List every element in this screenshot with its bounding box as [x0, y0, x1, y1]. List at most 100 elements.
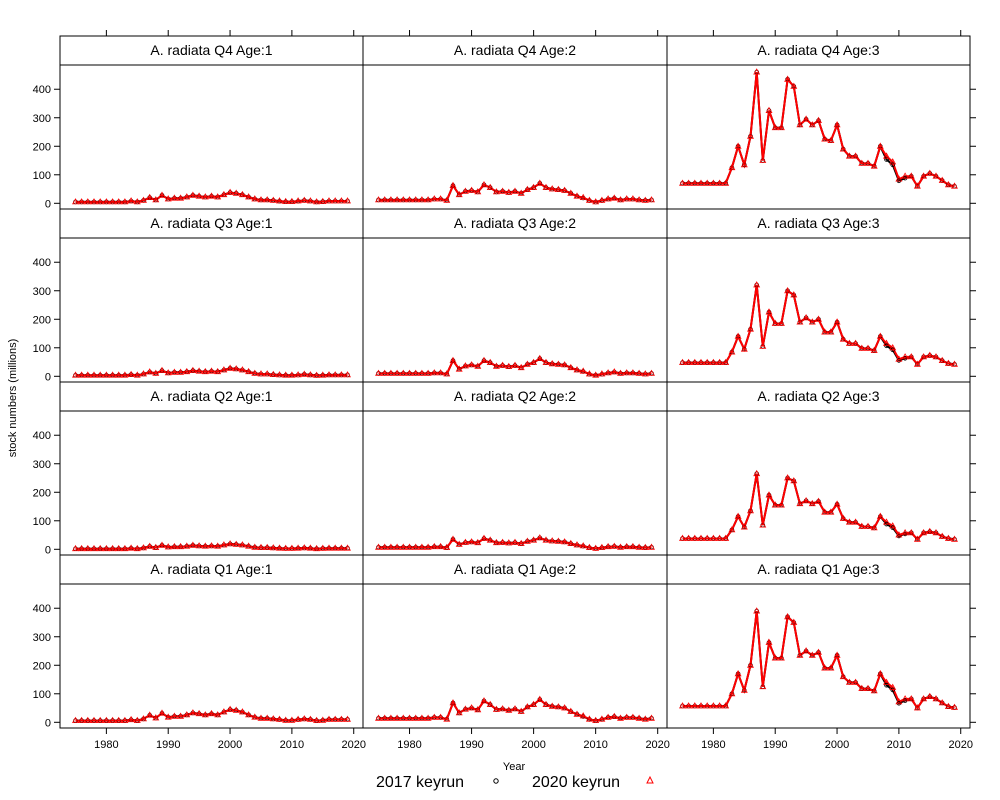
data-point-2020: [381, 714, 389, 721]
series-line-2020-keyrun: [682, 610, 955, 710]
data-point-2020: [245, 542, 253, 549]
strip-box: [666, 208, 971, 239]
data-point-2020: [536, 354, 544, 362]
data-point-2020: [399, 714, 407, 721]
data-point-2017: [884, 157, 889, 162]
data-point-2020: [765, 638, 773, 645]
data-point-2020: [839, 335, 847, 342]
data-point-2020: [913, 535, 921, 542]
data-point-2020: [387, 714, 395, 721]
data-point-2020: [195, 367, 203, 374]
data-point-2020: [109, 371, 117, 378]
data-point-2020: [430, 195, 438, 202]
data-point-2020: [430, 542, 438, 550]
data-point-2020: [722, 179, 730, 186]
data-point-2020: [858, 159, 866, 166]
data-point-2020: [121, 716, 129, 723]
data-point-2020: [306, 544, 314, 551]
data-point-2020: [722, 358, 730, 366]
data-point-2020: [220, 190, 228, 198]
data-point-2020: [480, 534, 488, 541]
data-point-2020: [208, 192, 215, 199]
data-point-2020: [629, 195, 637, 202]
data-point-2020: [232, 365, 240, 372]
data-point-2020: [146, 368, 154, 375]
series-line-2020-keyrun: [682, 473, 955, 541]
data-point-2020: [449, 181, 457, 189]
data-point-2020: [598, 543, 606, 550]
data-point-2020: [294, 197, 302, 204]
data-point-2020: [313, 198, 321, 205]
data-point-2020: [263, 196, 271, 203]
data-point-2020: [183, 711, 191, 718]
data-point-2020: [263, 714, 271, 721]
data-point-2020: [895, 355, 903, 362]
data-point-2020: [455, 709, 463, 716]
strip-label: A. radiata Q4 Age:3: [757, 42, 879, 58]
y-tick-label: 100: [33, 170, 51, 182]
data-point-2020: [276, 544, 283, 551]
data-point-2020: [697, 179, 705, 186]
data-point-2020: [269, 196, 277, 203]
data-point-2020: [226, 540, 234, 547]
data-point-2020: [567, 189, 575, 196]
data-point-2020: [777, 123, 785, 131]
data-point-2020: [232, 540, 240, 547]
data-point-2020: [635, 543, 643, 550]
data-point-2020: [220, 366, 228, 373]
data-point-2020: [393, 543, 401, 550]
data-point-2020: [883, 152, 890, 159]
data-point-2020: [845, 339, 853, 346]
y-tick-label: 100: [33, 343, 51, 355]
strip-label: A. radiata Q1 Age:3: [757, 561, 879, 577]
data-point-2020: [907, 172, 915, 179]
data-point-2020: [790, 477, 798, 484]
data-point-2020: [617, 543, 624, 550]
data-point-2020: [505, 706, 513, 713]
series-line-2020-keyrun: [378, 698, 652, 722]
data-point-2020: [102, 716, 110, 723]
panel: A. radiata Q3 Age:3: [666, 208, 971, 383]
data-point-2020: [480, 356, 488, 364]
series-line-2020-keyrun: [378, 357, 652, 377]
data-point-2020: [567, 707, 575, 714]
data-point-2020: [753, 607, 761, 614]
data-point-2020: [530, 536, 538, 543]
plot-frame: [59, 237, 364, 383]
data-point-2017: [902, 355, 908, 361]
data-point-2020: [747, 325, 754, 332]
data-point-2020: [486, 183, 494, 191]
data-point-2020: [133, 371, 141, 378]
data-point-2020: [170, 194, 178, 201]
data-point-2020: [84, 371, 92, 378]
data-point-2020: [907, 353, 915, 360]
data-point-2020: [907, 695, 915, 702]
data-point-2020: [220, 541, 228, 548]
strip-label: A. radiata Q1 Age:1: [150, 561, 272, 577]
data-point-2020: [418, 369, 426, 376]
data-point-2020: [802, 647, 810, 654]
data-point-2020: [579, 712, 587, 719]
data-point-2020: [72, 371, 79, 378]
y-tick-label: 400: [33, 430, 51, 442]
x-tick-label: 2020: [341, 739, 365, 751]
data-point-2020: [319, 544, 327, 551]
data-point-2020: [617, 369, 624, 376]
data-point-2020: [833, 651, 841, 658]
series-line-2017-keyrun: [682, 72, 955, 189]
data-point-2020: [294, 715, 302, 722]
data-point-2020: [183, 542, 191, 549]
data-point-2020: [536, 695, 544, 702]
data-point-2020: [561, 186, 569, 193]
data-point-2020: [140, 544, 147, 551]
data-point-2020: [325, 715, 333, 722]
y-tick-label: 0: [45, 371, 51, 383]
strip-label: A. radiata Q4 Age:1: [150, 42, 272, 58]
data-point-2020: [926, 169, 934, 176]
data-point-2020: [815, 648, 822, 655]
data-point-2020: [617, 196, 624, 203]
data-point-2020: [876, 669, 884, 677]
panel: A. radiata Q1 Age:2: [362, 554, 668, 729]
data-point-2020: [765, 106, 773, 113]
